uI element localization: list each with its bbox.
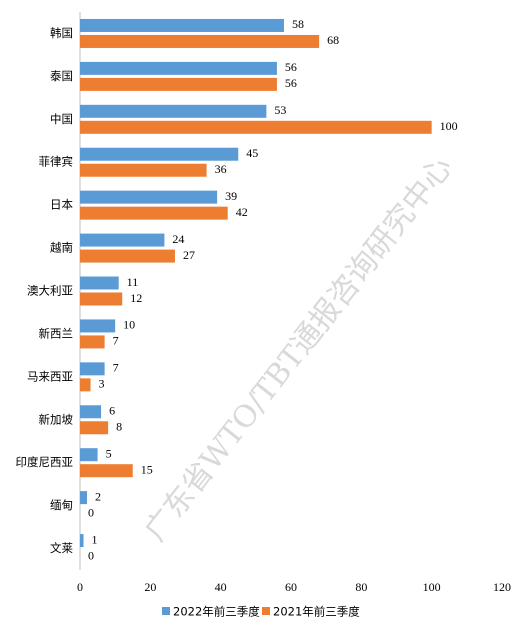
value-label: 8 xyxy=(116,420,122,434)
value-label: 42 xyxy=(236,205,248,219)
legend-marker xyxy=(162,607,170,615)
value-label: 39 xyxy=(225,189,237,203)
y-tick-label: 菲律宾 xyxy=(39,155,74,169)
value-label: 5 xyxy=(106,446,112,460)
x-tick-label: 40 xyxy=(215,580,227,594)
bar xyxy=(80,319,116,333)
bar xyxy=(80,61,277,75)
value-label: 24 xyxy=(172,232,184,246)
bar xyxy=(80,464,133,478)
value-label: 68 xyxy=(327,33,339,47)
value-label: 0 xyxy=(88,505,94,519)
bar xyxy=(80,120,432,134)
bar xyxy=(80,421,109,435)
y-tick-label: 马来西亚 xyxy=(27,369,73,383)
bar xyxy=(80,534,84,548)
y-tick-label: 新加坡 xyxy=(39,412,74,426)
y-tick-label: 越南 xyxy=(50,241,73,255)
legend-marker xyxy=(262,607,270,615)
bar xyxy=(80,276,119,290)
bar xyxy=(80,233,165,247)
bar xyxy=(80,34,320,48)
y-tick-label: 韩国 xyxy=(50,26,73,40)
value-label: 6 xyxy=(109,404,115,418)
bar xyxy=(80,77,277,91)
value-label: 3 xyxy=(99,377,105,391)
x-tick-label: 0 xyxy=(77,580,83,594)
bar xyxy=(80,18,284,32)
bar xyxy=(80,147,239,161)
bar xyxy=(80,163,207,177)
y-tick-label: 澳大利亚 xyxy=(27,284,73,298)
value-label: 7 xyxy=(113,334,119,348)
x-tick-label: 80 xyxy=(355,580,367,594)
y-tick-label: 印度尼西亚 xyxy=(16,455,74,469)
bar xyxy=(80,378,91,392)
bar xyxy=(80,190,218,204)
x-tick-label: 20 xyxy=(144,580,156,594)
value-label: 12 xyxy=(130,291,142,305)
value-label: 0 xyxy=(88,548,94,562)
bar xyxy=(80,292,123,306)
value-label: 45 xyxy=(246,146,258,160)
y-tick-label: 缅甸 xyxy=(50,498,73,512)
value-label: 2 xyxy=(95,489,101,503)
x-tick-label: 60 xyxy=(285,580,297,594)
value-label: 7 xyxy=(113,361,119,375)
y-tick-label: 新西兰 xyxy=(39,326,74,340)
bar xyxy=(80,362,105,376)
value-label: 36 xyxy=(215,162,227,176)
value-label: 1 xyxy=(92,532,98,546)
x-tick-label: 100 xyxy=(423,580,441,594)
bar xyxy=(80,491,88,505)
bar xyxy=(80,448,98,462)
y-tick-label: 日本 xyxy=(50,198,73,212)
value-label: 100 xyxy=(440,119,458,133)
legend-label: 2021年前三季度 xyxy=(273,605,360,619)
value-label: 56 xyxy=(285,60,297,74)
y-tick-label: 文莱 xyxy=(50,541,73,555)
value-label: 58 xyxy=(292,17,304,31)
bar xyxy=(80,104,267,118)
y-tick-label: 中国 xyxy=(50,112,73,126)
value-label: 27 xyxy=(183,248,195,262)
value-label: 15 xyxy=(141,462,153,476)
value-label: 11 xyxy=(127,275,139,289)
bar xyxy=(80,405,102,419)
bar xyxy=(80,249,175,263)
bar xyxy=(80,206,228,220)
y-tick-label: 泰国 xyxy=(50,69,73,83)
bar xyxy=(80,335,105,349)
x-tick-label: 120 xyxy=(493,580,511,594)
legend-label: 2022年前三季度 xyxy=(173,605,260,619)
value-label: 10 xyxy=(123,318,135,332)
value-label: 53 xyxy=(274,103,286,117)
value-label: 56 xyxy=(285,76,297,90)
